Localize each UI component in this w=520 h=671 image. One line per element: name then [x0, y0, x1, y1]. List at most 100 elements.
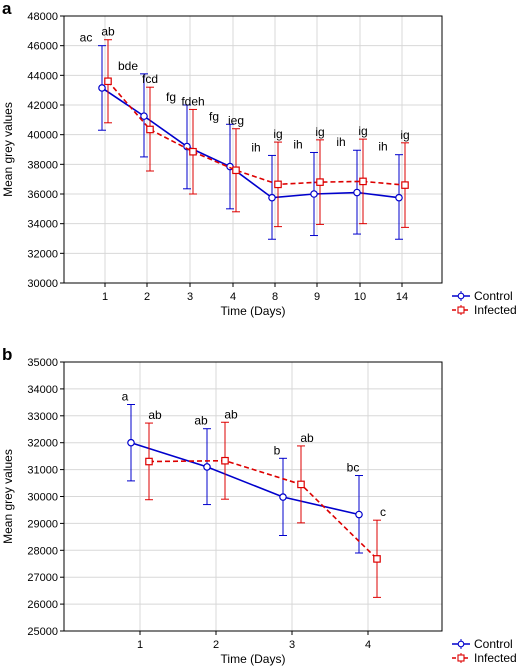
y-tick-label: 26000 [27, 599, 58, 611]
y-tick-label: 25000 [27, 626, 58, 638]
data-point [268, 193, 276, 202]
significance-letter: b [274, 443, 281, 457]
significance-letter: fg [209, 109, 219, 123]
data-point [189, 147, 197, 156]
significance-letter: ig [358, 124, 367, 138]
data-point [203, 463, 211, 471]
y-tick-label: 36000 [27, 189, 58, 201]
data-point [355, 510, 363, 519]
significance-letter: ih [378, 140, 387, 154]
data-point [297, 480, 305, 489]
x-tick-label: 4 [365, 639, 371, 651]
x-tick-label: 4 [230, 291, 236, 303]
y-tick-label: 34000 [27, 384, 58, 396]
legend-label: Infected [474, 303, 517, 317]
legend-swatch-marker [457, 640, 465, 648]
plot-border [63, 361, 443, 632]
y-tick-label: 32000 [27, 248, 58, 260]
y-tick-label: 34000 [27, 219, 58, 231]
y-tick-label: 44000 [27, 70, 58, 82]
significance-letter: fg [166, 90, 176, 104]
y-tick-label: 30000 [27, 278, 58, 290]
y-tick-label: 28000 [27, 545, 58, 557]
x-axis-label: Time (Days) [221, 652, 286, 666]
significance-letter: fcd [142, 72, 158, 86]
plot-frame [63, 15, 443, 284]
x-tick-label: 3 [187, 291, 193, 303]
data-point [140, 112, 148, 120]
series-infected: ab ab ab c [145, 407, 386, 598]
series-line [148, 459, 378, 560]
data-point [359, 177, 367, 186]
significance-letter: ih [293, 137, 302, 151]
y-tick-label: 27000 [27, 572, 58, 584]
x-tick-label: 8 [272, 291, 278, 303]
y-tick-label: 46000 [27, 41, 58, 53]
significance-letter: ab [194, 414, 208, 428]
series-control: ac bde fg fg ih ih ih ih [80, 31, 403, 240]
y-axis-label: Mean grey values [1, 449, 15, 544]
significance-letter: bde [118, 59, 138, 73]
y-tick-label: 32000 [27, 438, 58, 450]
x-tick-label: 2 [144, 291, 150, 303]
series-line [107, 80, 406, 186]
series-line [101, 87, 400, 199]
series-line [130, 441, 360, 516]
significance-letter: ig [273, 127, 282, 141]
chart-panel-b: 25000 26000 27000 28000 29000 30000 31000 32000… [1, 345, 517, 666]
significance-letter: a [122, 390, 129, 404]
y-tick-label: 42000 [27, 100, 58, 112]
x-axis-label: Time (Days) [221, 304, 286, 318]
data-point [98, 84, 106, 92]
legend-swatch-marker [457, 654, 465, 662]
significance-letter: c [380, 505, 386, 519]
panel-label: a [2, 0, 12, 18]
significance-letter: ab [224, 407, 238, 421]
y-tick-label: 38000 [27, 159, 58, 171]
data-point [232, 166, 240, 175]
data-point [279, 493, 287, 501]
data-point [353, 188, 361, 197]
data-point [104, 77, 112, 86]
series-infected: ab fcd fdeh ieg ig ig ig ig [101, 25, 410, 228]
chart-panel-a: 30000 32000 34000 36000 38000 40000 42000 44000… [1, 0, 517, 318]
y-tick-label: 30000 [27, 492, 58, 504]
significance-letter: fdeh [181, 94, 204, 108]
significance-letter: ac [80, 31, 93, 45]
data-point [316, 178, 324, 186]
y-tick-label: 31000 [27, 465, 58, 477]
data-point [274, 180, 282, 189]
significance-letter: bc [347, 461, 360, 475]
data-point [395, 193, 403, 202]
significance-letter: ab [300, 431, 314, 445]
x-tick-label: 3 [289, 639, 295, 651]
data-point [373, 555, 381, 563]
y-tick-label: 48000 [27, 11, 58, 23]
significance-letter: ig [400, 128, 409, 142]
y-tick-label: 40000 [27, 130, 58, 142]
significance-letter: ab [148, 408, 162, 422]
x-tick-label: 2 [213, 639, 219, 651]
x-tick-label: 10 [354, 291, 366, 303]
legend-swatch-marker [457, 292, 465, 300]
data-point [401, 181, 409, 189]
significance-letter: ieg [228, 114, 244, 128]
x-tick-label: 14 [396, 291, 408, 303]
data-point [145, 457, 153, 466]
significance-letter: ih [251, 140, 260, 154]
x-tick-label: 1 [102, 291, 108, 303]
significance-letter: ab [101, 25, 115, 39]
panel-label: b [2, 345, 12, 364]
x-tick-label: 1 [137, 639, 143, 651]
plot-border [63, 15, 443, 284]
significance-letter: ig [315, 125, 324, 139]
data-point [310, 190, 318, 198]
y-tick-label: 33000 [27, 411, 58, 423]
series-control: a ab b bc [122, 390, 363, 554]
data-point [146, 125, 154, 134]
legend-label: Infected [474, 651, 517, 665]
y-tick-label: 29000 [27, 518, 58, 530]
